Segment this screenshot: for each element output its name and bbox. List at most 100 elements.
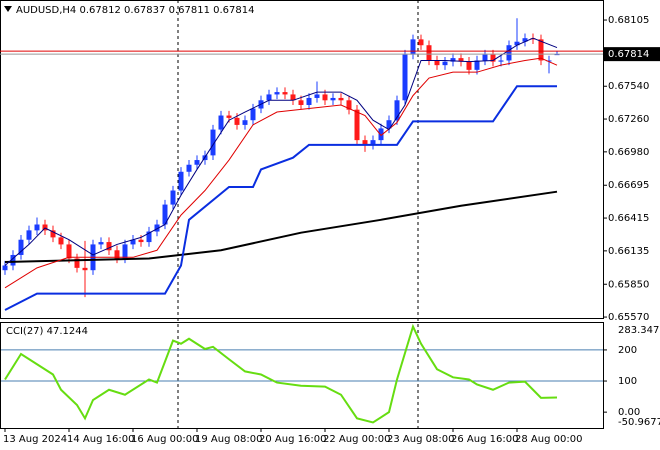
candle-body: [298, 100, 304, 105]
y-tick-label: 0.66135: [608, 246, 649, 257]
indicator-line: [4, 85, 557, 311]
x-tick-label: 20 Aug 16:00: [259, 434, 326, 445]
candle-body: [506, 45, 512, 61]
candle-body: [514, 41, 520, 46]
candle-body: [498, 60, 504, 62]
candle-body: [466, 61, 472, 70]
close-value: 0.67814: [213, 5, 254, 16]
candle-body: [394, 100, 400, 121]
x-tick-label: 13 Aug 2024: [3, 434, 67, 445]
candle-body: [474, 60, 480, 70]
candle-body: [442, 61, 448, 66]
candle-body: [250, 108, 256, 121]
candle-body: [290, 94, 296, 101]
candle-body: [138, 239, 144, 243]
x-tick-label: 22 Aug 00:00: [323, 434, 390, 445]
candle-body: [2, 265, 8, 271]
candle-body: [378, 128, 384, 141]
indicator-line: [4, 37, 558, 266]
x-tick-label: 26 Aug 16:00: [451, 434, 518, 445]
candle-body: [450, 58, 456, 62]
indicator-line: [4, 190, 558, 263]
open-value: 0.67812: [79, 5, 120, 16]
candle-body: [306, 97, 312, 105]
candle-body: [42, 224, 48, 231]
candle-body: [346, 100, 352, 110]
symbol: AUDUSD,H4: [16, 5, 76, 16]
candle-body: [130, 239, 136, 245]
candle-body: [386, 120, 392, 129]
price-panel: [0, 0, 604, 319]
candle-body: [546, 60, 552, 62]
candle-body: [266, 94, 272, 101]
candle-body: [434, 60, 440, 66]
price-tag-label: 0.67814: [608, 49, 649, 60]
indicator-line: [4, 57, 558, 289]
candle-body: [370, 140, 376, 145]
candle-body: [338, 97, 344, 101]
candle-body: [18, 239, 24, 255]
y-tick-label: 0.68105: [608, 15, 649, 26]
y-min-label: -50.9677: [618, 417, 660, 428]
candle-body: [34, 224, 40, 231]
y-tick-label: 200: [618, 345, 637, 356]
x-tick-label: 23 Aug 08:00: [387, 434, 454, 445]
y-tick-label: 0.00: [618, 407, 640, 418]
candle-body: [106, 242, 112, 251]
header: AUDUSD,H4 0.67812 0.67837 0.67811 0.6781…: [16, 5, 254, 16]
candle-body: [162, 204, 168, 225]
candle-body: [82, 267, 88, 271]
candle-body: [362, 140, 368, 145]
x-tick-label: 16 Aug 00:00: [131, 434, 198, 445]
candle-body: [10, 254, 16, 266]
y-tick-label: 100: [618, 376, 637, 387]
candle-body: [234, 117, 240, 125]
y-tick-label: 0.66980: [608, 147, 649, 158]
candle-body: [122, 244, 128, 259]
candle-body: [330, 97, 336, 101]
price-tag: [603, 47, 660, 62]
candle-body: [458, 58, 464, 62]
candle-body: [402, 54, 408, 101]
candle-body: [426, 45, 432, 61]
low-value: 0.67811: [169, 5, 210, 16]
candle-body: [314, 94, 320, 98]
y-tick-label: 0.66415: [608, 213, 649, 224]
candle-body: [74, 258, 80, 268]
candle-body: [282, 92, 288, 95]
candle-body: [154, 224, 160, 232]
candle-body: [482, 54, 488, 61]
candle-body: [226, 115, 232, 118]
cci-line: [4, 323, 558, 424]
candle-body: [98, 242, 104, 245]
candle-body: [538, 39, 544, 61]
y-tick-label: 0.67260: [608, 114, 649, 125]
candle-body: [170, 190, 176, 205]
y-tick-label: 0.65850: [608, 279, 649, 290]
y-tick-label: 0.65570: [608, 312, 649, 323]
menu-icon: [4, 6, 12, 12]
candle-body: [274, 92, 280, 95]
cci-header: CCI(27) 47.1244: [6, 326, 88, 337]
candle-body: [26, 230, 32, 240]
candle-body: [58, 237, 64, 245]
candle-body: [66, 244, 72, 259]
cci-panel: [0, 322, 604, 429]
candle-body: [50, 230, 56, 238]
x-tick-label: 28 Aug 00:00: [515, 434, 582, 445]
high-value: 0.67837: [124, 5, 165, 16]
candle-body: [114, 250, 120, 259]
candle-body: [218, 115, 224, 130]
y-tick-label: 0.66695: [608, 180, 649, 191]
candle-body: [522, 38, 528, 42]
candle-body: [210, 129, 216, 156]
candle-body: [490, 54, 496, 62]
y-max-label: 283.3475: [618, 325, 660, 336]
cci-value: 47.1244: [47, 326, 88, 337]
candle-body: [322, 94, 328, 101]
cci-title: CCI(27): [6, 326, 44, 337]
candle-body: [178, 171, 184, 191]
candle-body: [242, 120, 248, 125]
